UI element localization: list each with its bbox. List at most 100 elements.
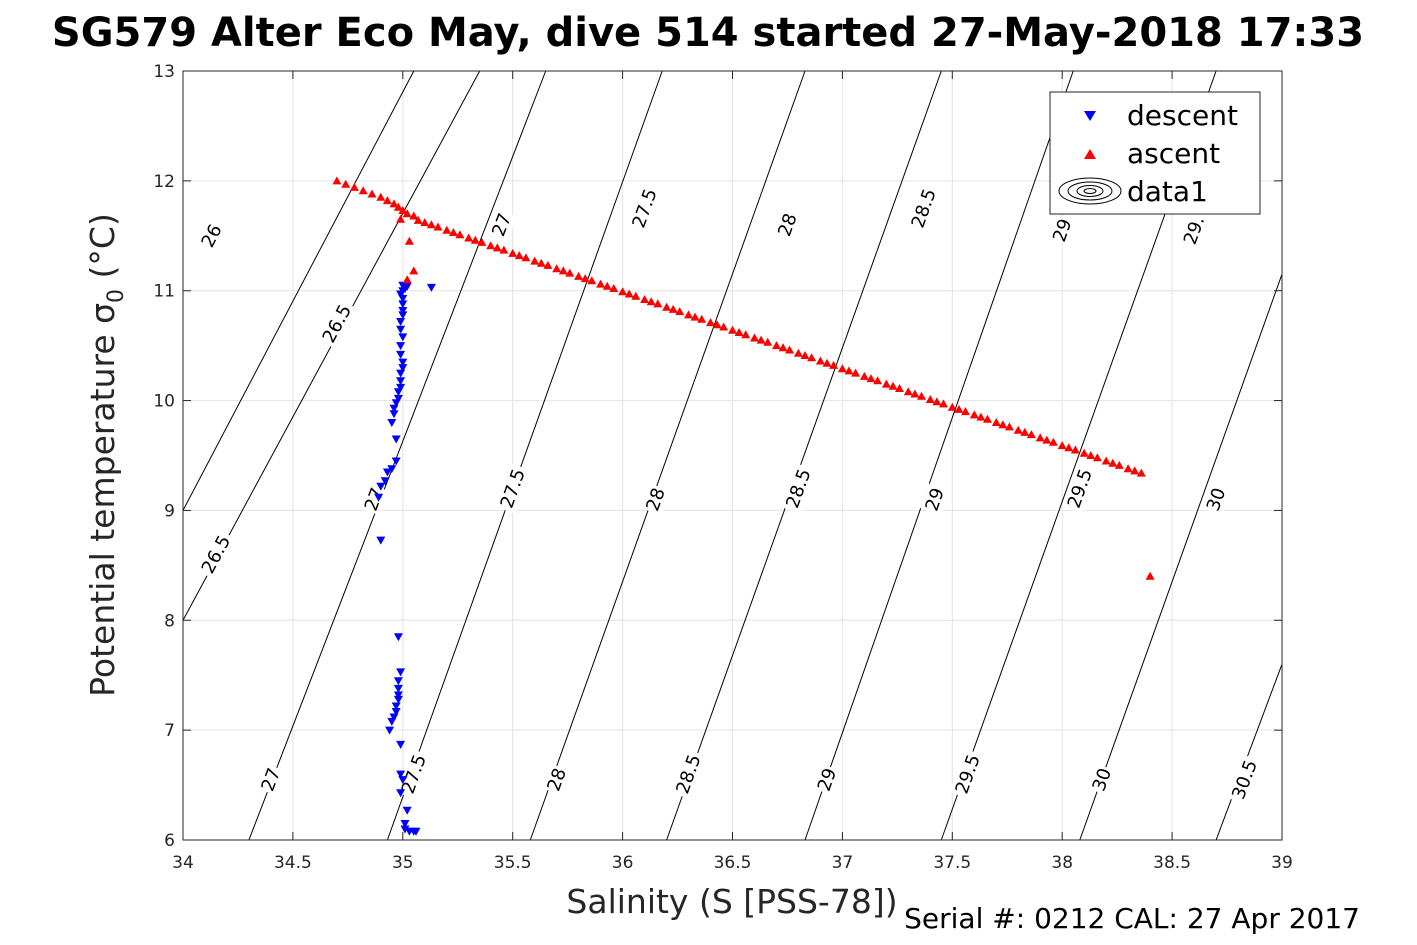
- contour-line: [386, 70, 663, 841]
- contour-label-gap: [1047, 214, 1077, 247]
- legend-ascent-marker: [1084, 149, 1096, 159]
- ascent-point: [895, 384, 904, 392]
- serial-cal-footer: Serial #: 0212 CAL: 27 Apr 2017: [904, 902, 1360, 935]
- ascent-point: [925, 395, 935, 403]
- descent-point: [382, 468, 392, 477]
- ascent-point: [750, 333, 759, 342]
- contour-label-group: 27: [486, 208, 517, 241]
- contour-line: [182, 70, 415, 511]
- descent-point: [398, 364, 408, 373]
- ascent-point: [596, 279, 606, 288]
- descent-point: [393, 695, 403, 704]
- descent-point: [398, 294, 408, 303]
- contour-line: [248, 70, 547, 841]
- y-tick-label: 7: [164, 721, 175, 741]
- ascent-point: [543, 260, 553, 269]
- contour-label-gap: [359, 483, 390, 516]
- contour-label-gap: [195, 528, 237, 580]
- contour-label-gap: [670, 748, 707, 800]
- descent-point: [398, 358, 408, 367]
- ascent-point: [1064, 443, 1074, 452]
- contour-label-gap: [1201, 483, 1231, 516]
- ascent-point: [332, 176, 342, 185]
- descent-point: [426, 283, 436, 292]
- descent-point: [398, 307, 408, 315]
- contour-label-gap: [541, 763, 572, 796]
- descent-point: [393, 684, 403, 693]
- ascent-point: [844, 366, 854, 375]
- contour-label-gap: [780, 463, 817, 514]
- descent-point: [396, 740, 406, 749]
- ascent-point: [376, 192, 386, 201]
- contour-label-group: 27.5: [626, 182, 663, 234]
- legend-descent-marker: [1084, 111, 1096, 121]
- ascent-point: [409, 266, 419, 275]
- ascent-point: [409, 211, 419, 220]
- ascent-point: [341, 179, 351, 188]
- ascent-point: [1092, 453, 1102, 462]
- data-series: [332, 176, 1155, 836]
- ascent-point: [947, 402, 957, 411]
- ascent-point: [631, 291, 641, 300]
- descent-point: [391, 702, 401, 711]
- ascent-point: [662, 302, 672, 311]
- contour-label-gap: [195, 219, 228, 253]
- x-tick-label: 37.5: [933, 853, 971, 873]
- ascent-point: [618, 287, 628, 296]
- contour-label-gap: [1177, 209, 1211, 251]
- contour-label-gap: [640, 483, 671, 516]
- ascent-point: [404, 236, 414, 245]
- ascent-point: [983, 414, 992, 423]
- descent-point: [393, 691, 403, 700]
- ascent-point: [807, 353, 817, 362]
- ascent-point: [499, 245, 509, 254]
- contour-label-gap: [255, 763, 286, 796]
- contour-label-gap: [1226, 754, 1263, 805]
- legend-descent-label: descent: [1127, 99, 1238, 132]
- x-tick-label: 39: [1271, 853, 1293, 873]
- descent-point: [380, 477, 390, 486]
- ascent-point: [402, 209, 412, 218]
- legend-data1-label: data1: [1127, 175, 1208, 208]
- contour-line: [1079, 274, 1283, 841]
- contour-line: [804, 70, 1074, 841]
- x-tick-label: 38: [1051, 853, 1073, 873]
- ascent-point: [697, 314, 707, 323]
- ascent-point: [367, 189, 377, 198]
- ascent-point: [917, 391, 926, 400]
- ascent-point: [574, 271, 584, 280]
- contour-label-gap: [316, 298, 358, 350]
- ascent-point: [1123, 464, 1133, 473]
- legend: descent ascent data1: [1049, 91, 1261, 215]
- ascent-point: [580, 274, 590, 283]
- ascent-point: [521, 253, 531, 262]
- ascent-point: [1013, 425, 1023, 434]
- ascent-point: [464, 233, 474, 242]
- descent-point: [376, 536, 386, 545]
- descent-point: [396, 290, 406, 299]
- ascent-point: [772, 341, 781, 350]
- ascent-point: [426, 220, 436, 229]
- ascent-point: [646, 297, 656, 306]
- ascent-point: [1145, 571, 1155, 580]
- ascent-point: [815, 356, 825, 365]
- ascent-point: [508, 248, 518, 257]
- ascent-point: [778, 343, 788, 352]
- descent-point: [396, 325, 406, 334]
- contour-label-gap: [905, 182, 942, 234]
- ascent-point: [396, 214, 406, 223]
- y-tick-label: 8: [164, 611, 175, 631]
- descent-point: [398, 300, 408, 309]
- ascent-point: [1136, 468, 1146, 477]
- ascent-point: [866, 374, 876, 383]
- y-axis-label-unit: (°C): [83, 213, 122, 289]
- ascent-point: [1020, 427, 1030, 436]
- ascent-point: [477, 237, 487, 246]
- contour-line: [666, 70, 942, 841]
- descent-point: [398, 333, 408, 342]
- x-tick-label: 37: [832, 853, 854, 873]
- descent-point: [389, 410, 399, 419]
- descent-point: [398, 776, 408, 785]
- ascent-point: [420, 218, 430, 227]
